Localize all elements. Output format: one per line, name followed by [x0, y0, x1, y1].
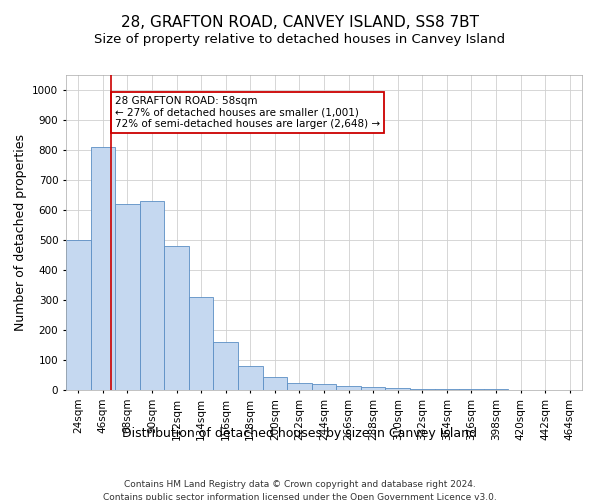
Bar	[385, 388, 410, 390]
Bar	[238, 366, 263, 390]
Text: 28 GRAFTON ROAD: 58sqm
← 27% of detached houses are smaller (1,001)
72% of semi-: 28 GRAFTON ROAD: 58sqm ← 27% of detached…	[115, 96, 380, 129]
Bar	[459, 389, 484, 390]
Y-axis label: Number of detached properties: Number of detached properties	[14, 134, 26, 331]
Bar	[287, 384, 312, 390]
Bar	[214, 342, 238, 390]
Bar	[140, 201, 164, 390]
Bar	[115, 204, 140, 390]
Bar	[66, 240, 91, 390]
Bar	[434, 389, 459, 390]
Bar	[189, 297, 214, 390]
Text: 28, GRAFTON ROAD, CANVEY ISLAND, SS8 7BT: 28, GRAFTON ROAD, CANVEY ISLAND, SS8 7BT	[121, 15, 479, 30]
Text: Distribution of detached houses by size in Canvey Island: Distribution of detached houses by size …	[122, 428, 478, 440]
Bar	[336, 386, 361, 390]
Bar	[410, 388, 434, 390]
Text: Contains HM Land Registry data © Crown copyright and database right 2024.: Contains HM Land Registry data © Crown c…	[124, 480, 476, 489]
Bar	[164, 246, 189, 390]
Text: Contains public sector information licensed under the Open Government Licence v3: Contains public sector information licen…	[103, 492, 497, 500]
Bar	[361, 387, 385, 390]
Text: Size of property relative to detached houses in Canvey Island: Size of property relative to detached ho…	[94, 32, 506, 46]
Bar	[312, 384, 336, 390]
Bar	[263, 377, 287, 390]
Bar	[91, 147, 115, 390]
